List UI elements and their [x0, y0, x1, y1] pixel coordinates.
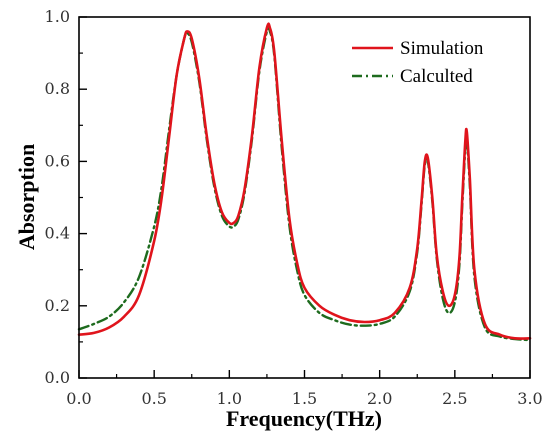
- x-tick-label: 1.5: [292, 389, 317, 408]
- legend-label-simulation: Simulation: [400, 38, 484, 59]
- plot-lines: [77, 22, 532, 342]
- axis-ticks: [78, 16, 531, 379]
- y-axis-title: Absorption: [14, 144, 39, 250]
- y-tick-label: 0.8: [45, 79, 70, 98]
- x-axis-title: Frequency(THz): [226, 406, 382, 431]
- y-tick-label: 0.4: [45, 224, 70, 243]
- y-tick-label: 0.2: [45, 296, 70, 315]
- x-tick-label: 2.0: [367, 389, 392, 408]
- x-tick-label: 0.5: [141, 389, 166, 408]
- legend: Simulation Calculted: [352, 38, 484, 87]
- x-tick-label: 3.0: [517, 389, 542, 408]
- legend-label-calculted: Calculted: [400, 66, 473, 87]
- x-tick-label: 0.0: [66, 389, 91, 408]
- y-tick-label: 0.0: [45, 368, 70, 387]
- x-tick-label: 2.5: [442, 389, 467, 408]
- x-tick-label: 1.0: [217, 389, 242, 408]
- axis-tick-labels: 0.0 0.5 1.0 1.5 2.0 2.5 3.0 0.0 0.2 0.4 0.6 0.8 1.0: [45, 7, 543, 408]
- y-tick-label: 0.6: [45, 151, 70, 170]
- y-tick-label: 1.0: [45, 7, 70, 26]
- series-line-simulation: [77, 22, 532, 340]
